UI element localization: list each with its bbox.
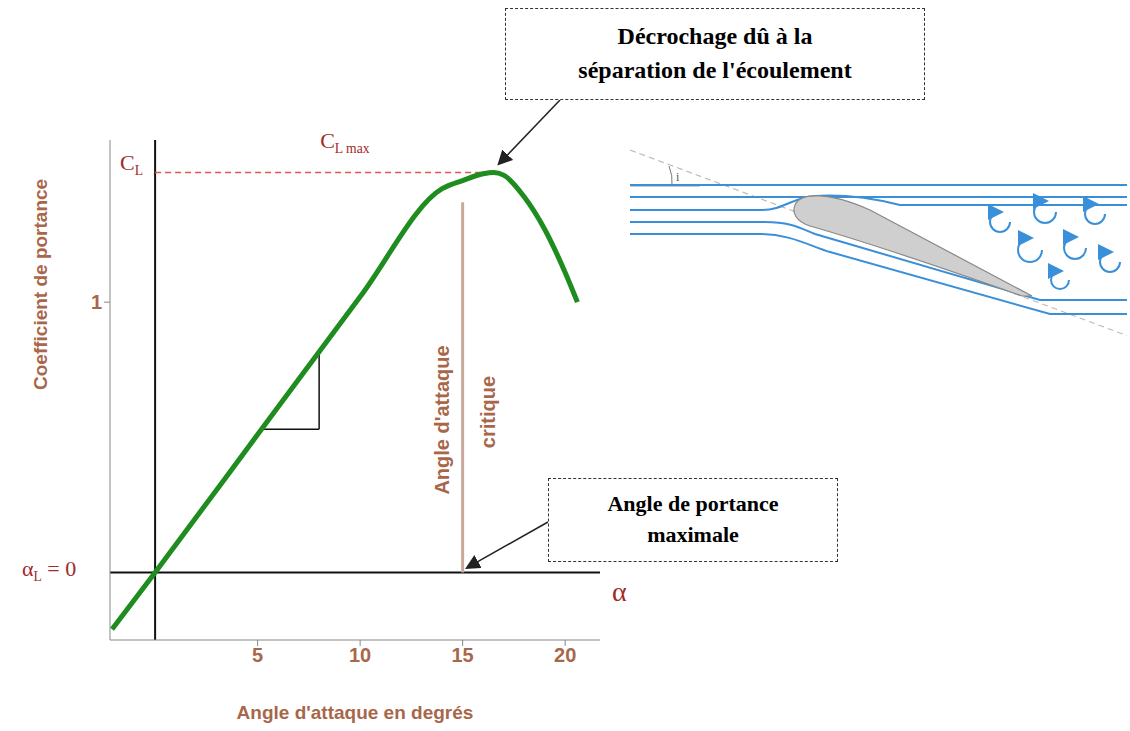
svg-text:Coefficient de portance: Coefficient de portance: [30, 179, 51, 390]
svg-text:1: 1: [91, 291, 102, 313]
html-text:CL: CL: [120, 150, 143, 179]
svg-text:15: 15: [452, 644, 474, 666]
svg-text:critique: critique: [477, 376, 499, 448]
svg-text:Angle d'attaque en degrés: Angle d'attaque en degrés: [237, 702, 474, 723]
svg-text:20: 20: [554, 644, 576, 666]
svg-text:i: i: [676, 170, 680, 184]
svg-text:10: 10: [349, 644, 371, 666]
html-text:séparation de l'écoulement: séparation de l'écoulement: [578, 57, 852, 83]
svg-text:Angle d'attaque: Angle d'attaque: [431, 345, 453, 494]
html-text:maximale: maximale: [647, 522, 739, 547]
html-text:CL max: CL max: [320, 128, 370, 157]
html-text:Décrochage dû à la: Décrochage dû à la: [617, 23, 813, 50]
html-text:Angle de portance: Angle de portance: [607, 491, 779, 517]
html-text:αL= 0: αL= 0: [22, 556, 77, 585]
html-text:α: α: [612, 576, 627, 608]
svg-text:5: 5: [252, 644, 263, 666]
